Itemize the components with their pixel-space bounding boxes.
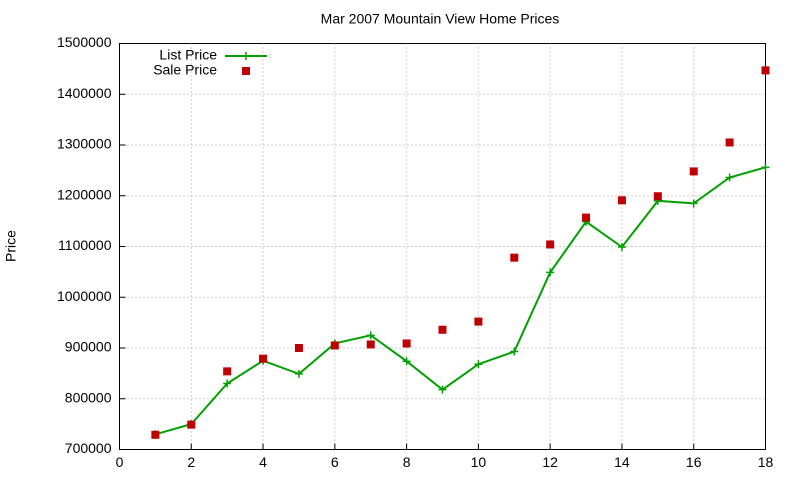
data-point: [438, 325, 447, 334]
data-point: [582, 213, 591, 222]
series-line: [155, 166, 766, 436]
data-point: [366, 331, 375, 340]
data-point: [294, 344, 303, 352]
data-point: [510, 347, 519, 356]
y-tick-label: 1300000: [57, 136, 112, 152]
legend-label: List Price: [159, 47, 217, 63]
y-tick-label: 1000000: [57, 288, 112, 304]
y-tick-label: 1100000: [58, 237, 112, 253]
data-point: [223, 379, 232, 388]
data-point: [402, 357, 411, 366]
y-tick-label: 1500000: [57, 34, 112, 50]
data-point: [617, 243, 626, 252]
x-tick-label: 12: [542, 454, 558, 470]
y-tick-label: 700000: [65, 440, 112, 456]
x-tick-label: 10: [471, 454, 487, 470]
data-point: [689, 199, 698, 208]
data-point: [223, 367, 232, 376]
data-point: [259, 354, 268, 363]
data-point: [617, 196, 626, 205]
data-point: [761, 66, 770, 75]
data-point: [151, 430, 160, 439]
y-tick-label: 1200000: [57, 186, 112, 202]
data-point: [546, 240, 555, 249]
data-point: [510, 253, 519, 262]
data-point: [474, 317, 483, 326]
y-axis-label: Price: [3, 230, 19, 262]
x-tick-label: 18: [758, 454, 774, 470]
chart-title: Mar 2007 Mountain View Home Prices: [321, 11, 560, 27]
x-tick-label: 8: [403, 454, 411, 470]
data-point: [761, 163, 770, 172]
data-point: [438, 385, 447, 394]
y-tick-label: 1400000: [57, 85, 112, 101]
data-point: [474, 360, 483, 369]
data-point: [294, 369, 303, 378]
x-tick-label: 4: [259, 454, 267, 470]
legend-marker: [242, 52, 250, 60]
data-point: [402, 339, 411, 348]
data-point: [330, 341, 339, 350]
data-point: [187, 420, 196, 429]
legend-marker: [242, 67, 250, 75]
legend-label: Sale Price: [153, 62, 217, 78]
data-point: [653, 192, 662, 201]
x-tick-label: 16: [686, 454, 702, 470]
data-point: [366, 340, 375, 349]
data-point: [725, 173, 734, 182]
x-tick-label: 6: [331, 454, 339, 470]
x-tick-label: 0: [116, 454, 124, 470]
y-tick-label: 800000: [65, 389, 112, 405]
x-tick-label: 14: [614, 454, 630, 470]
y-tick-label: 900000: [65, 339, 112, 355]
data-point: [725, 138, 734, 147]
data-point: [546, 268, 555, 277]
data-point: [689, 167, 698, 176]
x-tick-label: 2: [187, 454, 195, 470]
